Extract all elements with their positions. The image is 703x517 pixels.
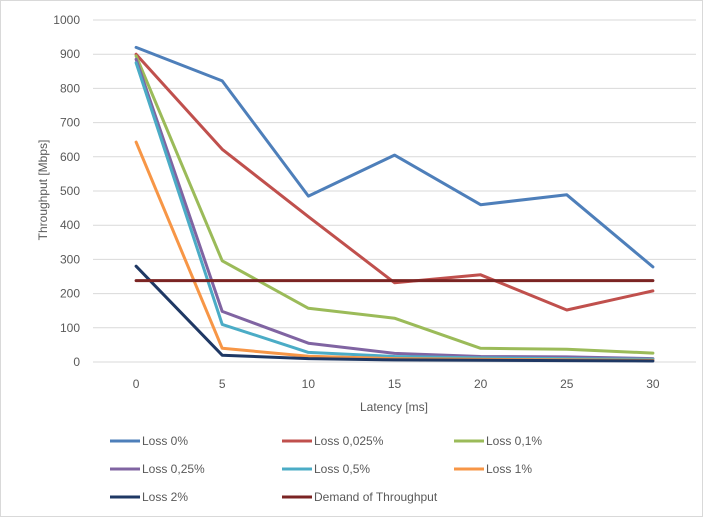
series-line-2	[134, 54, 655, 355]
y-tick-label: 1000	[53, 13, 80, 27]
x-tick-label: 15	[388, 377, 402, 391]
x-tick-label: 25	[560, 377, 574, 391]
x-axis-title: Latency [ms]	[360, 400, 428, 414]
y-tick-label: 500	[60, 184, 80, 198]
legend: Loss 0% Loss 0,025% Loss 0,1% Loss 0,25% Los…	[110, 434, 542, 504]
y-tick-label: 200	[60, 287, 80, 301]
series-line-6	[134, 264, 655, 363]
y-tick-label: 700	[60, 116, 80, 130]
x-tick-label: 10	[302, 377, 316, 391]
legend-label: Demand of Throughput	[314, 490, 438, 504]
gridlines	[93, 19, 696, 363]
series-lines	[134, 45, 655, 363]
legend-label: Loss 2%	[142, 490, 188, 504]
y-tick-label: 900	[60, 47, 80, 61]
legend-label: Loss 1%	[486, 462, 532, 476]
series-line-4	[134, 61, 655, 361]
series-line-1	[134, 52, 655, 312]
x-tick-label: 30	[646, 377, 660, 391]
x-tick-labels: 0 5 10 15 20 25 30	[133, 377, 660, 391]
x-tick-label: 20	[474, 377, 488, 391]
legend-label: Loss 0,5%	[314, 462, 370, 476]
x-tick-label: 5	[219, 377, 226, 391]
series-line-0	[134, 45, 655, 269]
y-tick-label: 600	[60, 150, 80, 164]
y-tick-label: 300	[60, 252, 80, 266]
series-line-3	[134, 57, 655, 361]
y-tick-label: 800	[60, 81, 80, 95]
legend-label: Loss 0,1%	[486, 434, 542, 448]
legend-label: Loss 0,025%	[314, 434, 384, 448]
y-tick-label: 400	[60, 218, 80, 232]
legend-label: Loss 0%	[142, 434, 188, 448]
legend-label: Loss 0,25%	[142, 462, 205, 476]
y-axis-title: Throughput [Mbps]	[36, 140, 50, 241]
x-tick-label: 0	[133, 377, 140, 391]
y-tick-label: 100	[60, 321, 80, 335]
y-tick-label: 0	[73, 355, 80, 369]
y-tick-labels: 0 100 200 300 400 500 600 700 800 900 1000	[53, 13, 80, 369]
